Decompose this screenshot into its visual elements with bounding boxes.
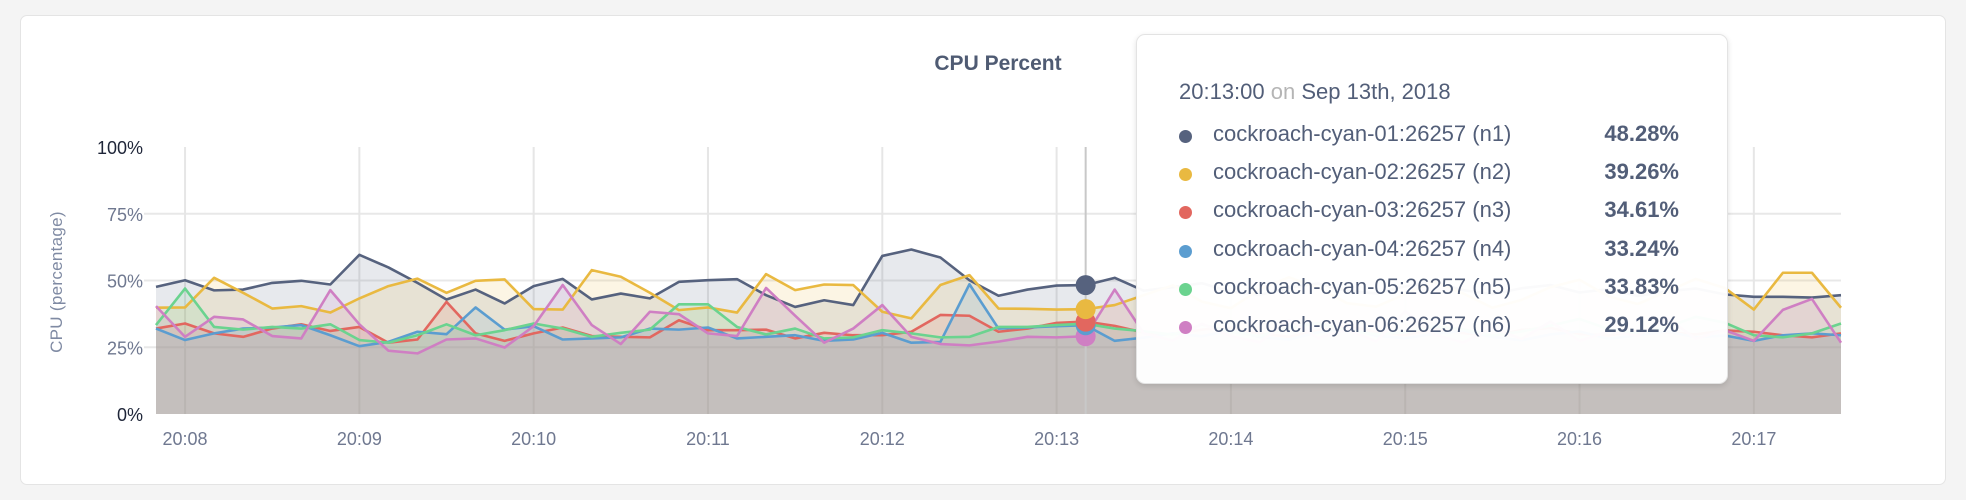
y-tick-label: 0% xyxy=(117,405,143,425)
tooltip-series-value: 34.61% xyxy=(1604,197,1679,223)
hover-tooltip: 20:13:00 on Sep 13th, 2018 cockroach-cya… xyxy=(1136,34,1728,384)
series-dot-icon xyxy=(1179,282,1192,296)
y-axis-label: CPU (percentage) xyxy=(47,211,66,353)
x-tick-label: 20:12 xyxy=(860,429,905,449)
tooltip-series-value: 33.24% xyxy=(1604,235,1679,261)
x-tick-label: 20:15 xyxy=(1383,429,1428,449)
y-tick-label: 100% xyxy=(97,138,143,158)
tooltip-row: cockroach-cyan-01:26257 (n1) 48.28% xyxy=(1179,121,1679,151)
tooltip-on: on xyxy=(1270,79,1296,104)
tooltip-header: 20:13:00 on Sep 13th, 2018 xyxy=(1179,79,1451,105)
tooltip-series-value: 33.83% xyxy=(1604,273,1679,299)
chart-title: CPU Percent xyxy=(934,52,1062,75)
series-area-n3 xyxy=(156,301,1841,414)
tooltip-date: Sep 13th, 2018 xyxy=(1301,79,1451,104)
x-tick-label: 20:16 xyxy=(1557,429,1602,449)
tooltip-series-name: cockroach-cyan-06:26257 (n6) xyxy=(1213,312,1512,337)
x-tick-label: 20:11 xyxy=(686,429,730,449)
series-dot-icon xyxy=(1179,130,1192,143)
x-tick-label: 20:10 xyxy=(511,429,556,449)
y-tick-label: 50% xyxy=(107,272,143,292)
tooltip-row: cockroach-cyan-03:26257 (n3) 34.61% xyxy=(1179,197,1679,227)
tooltip-series-value: 48.28% xyxy=(1604,121,1679,146)
tooltip-series-value: 39.26% xyxy=(1604,159,1679,185)
tooltip-series-name: cockroach-cyan-04:26257 (n4) xyxy=(1213,235,1512,261)
tooltip-series-value: 29.12% xyxy=(1604,312,1679,337)
tooltip-series-name: cockroach-cyan-02:26257 (n2) xyxy=(1213,159,1512,185)
x-tick-label: 20:08 xyxy=(163,429,208,449)
x-tick-label: 20:13 xyxy=(1034,429,1079,449)
x-axis-ticks: 20:08 20:09 20:10 20:11 20:12 20:13 20:14 20:15… xyxy=(163,429,1777,449)
series-dot-icon xyxy=(1179,206,1192,220)
y-axis-ticks: 0% 25% 50% 75% 100% xyxy=(97,138,143,425)
tooltip-series-name: cockroach-cyan-05:26257 (n5) xyxy=(1213,273,1512,299)
x-tick-label: 20:17 xyxy=(1731,429,1776,449)
tooltip-row: cockroach-cyan-02:26257 (n2) 39.26% xyxy=(1179,159,1679,189)
series-dot-icon xyxy=(1179,321,1192,334)
series-dot-icon xyxy=(1179,244,1192,258)
tooltip-row: cockroach-cyan-06:26257 (n6) 29.12% xyxy=(1179,312,1679,342)
hover-point-n2 xyxy=(1075,299,1096,320)
y-tick-label: 25% xyxy=(107,338,143,358)
tooltip-series-name: cockroach-cyan-01:26257 (n1) xyxy=(1213,121,1512,146)
tooltip-row: cockroach-cyan-05:26257 (n5) 33.83% xyxy=(1179,274,1679,304)
tooltip-row: cockroach-cyan-04:26257 (n4) 33.24% xyxy=(1179,236,1679,266)
y-tick-label: 75% xyxy=(107,205,143,225)
x-tick-label: 20:14 xyxy=(1208,429,1253,449)
series-dot-icon xyxy=(1179,168,1192,182)
hover-layer xyxy=(1075,147,1096,414)
tooltip-time: 20:13:00 xyxy=(1179,79,1265,104)
tooltip-series-name: cockroach-cyan-03:26257 (n3) xyxy=(1213,197,1512,223)
hover-point-n1 xyxy=(1075,275,1096,296)
x-tick-label: 20:09 xyxy=(337,429,382,449)
